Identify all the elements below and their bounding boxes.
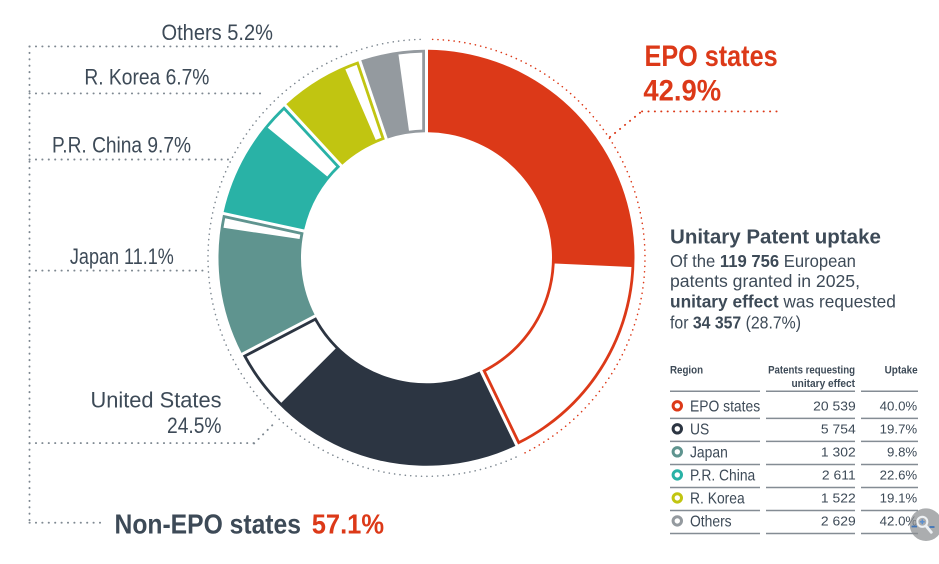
svg-text:unitary effect: unitary effect	[792, 379, 856, 390]
svg-text:19.1%: 19.1%	[880, 491, 918, 506]
svg-text:Patents requesting: Patents requesting	[768, 365, 855, 377]
svg-text:Japan 11.1%: Japan 11.1%	[70, 245, 174, 269]
svg-text:42.9%: 42.9%	[643, 74, 721, 107]
svg-text:unitary effect was requested: unitary effect was requested	[670, 292, 896, 312]
svg-text:Of the 119 756 European: Of the 119 756 European	[670, 251, 856, 270]
svg-text:24.5%: 24.5%	[167, 414, 221, 438]
svg-text:22.6%: 22.6%	[880, 468, 918, 483]
svg-text:Others 5.2%: Others 5.2%	[162, 21, 273, 45]
svg-text:Uptake: Uptake	[885, 365, 918, 376]
svg-text:EPO states: EPO states	[690, 399, 760, 416]
svg-text:5 754: 5 754	[821, 422, 856, 436]
svg-text:40.0%: 40.0%	[880, 399, 918, 414]
svg-text:19.7%: 19.7%	[880, 422, 918, 437]
svg-text:patents granted in 2025,: patents granted in 2025,	[670, 271, 860, 291]
svg-text:for 34 357 (28.7%): for 34 357 (28.7%)	[670, 313, 801, 333]
svg-text:R. Korea 6.7%: R. Korea 6.7%	[84, 65, 209, 89]
svg-text:20 539: 20 539	[813, 399, 856, 413]
svg-text:Region: Region	[670, 365, 703, 377]
svg-text:42.0%: 42.0%	[880, 514, 918, 529]
svg-text:57.1%: 57.1%	[312, 508, 384, 539]
svg-text:Unitary Patent uptake: Unitary Patent uptake	[670, 227, 881, 249]
svg-text:US: US	[690, 422, 710, 439]
svg-text:Others: Others	[690, 514, 732, 531]
svg-text:P.R. China: P.R. China	[690, 468, 756, 485]
svg-text:1 302: 1 302	[821, 445, 856, 459]
svg-text:Non-EPO states: Non-EPO states	[115, 508, 301, 540]
svg-text:1 522: 1 522	[821, 491, 856, 505]
svg-text:9.8%: 9.8%	[887, 445, 918, 460]
svg-text:R. Korea: R. Korea	[690, 491, 746, 508]
svg-text:Japan: Japan	[690, 445, 728, 462]
svg-text:2 611: 2 611	[822, 468, 856, 482]
svg-text:P.R. China 9.7%: P.R. China 9.7%	[52, 133, 191, 158]
svg-text:United States: United States	[90, 387, 221, 412]
svg-text:2 629: 2 629	[821, 514, 856, 528]
svg-text:EPO states: EPO states	[645, 39, 778, 73]
